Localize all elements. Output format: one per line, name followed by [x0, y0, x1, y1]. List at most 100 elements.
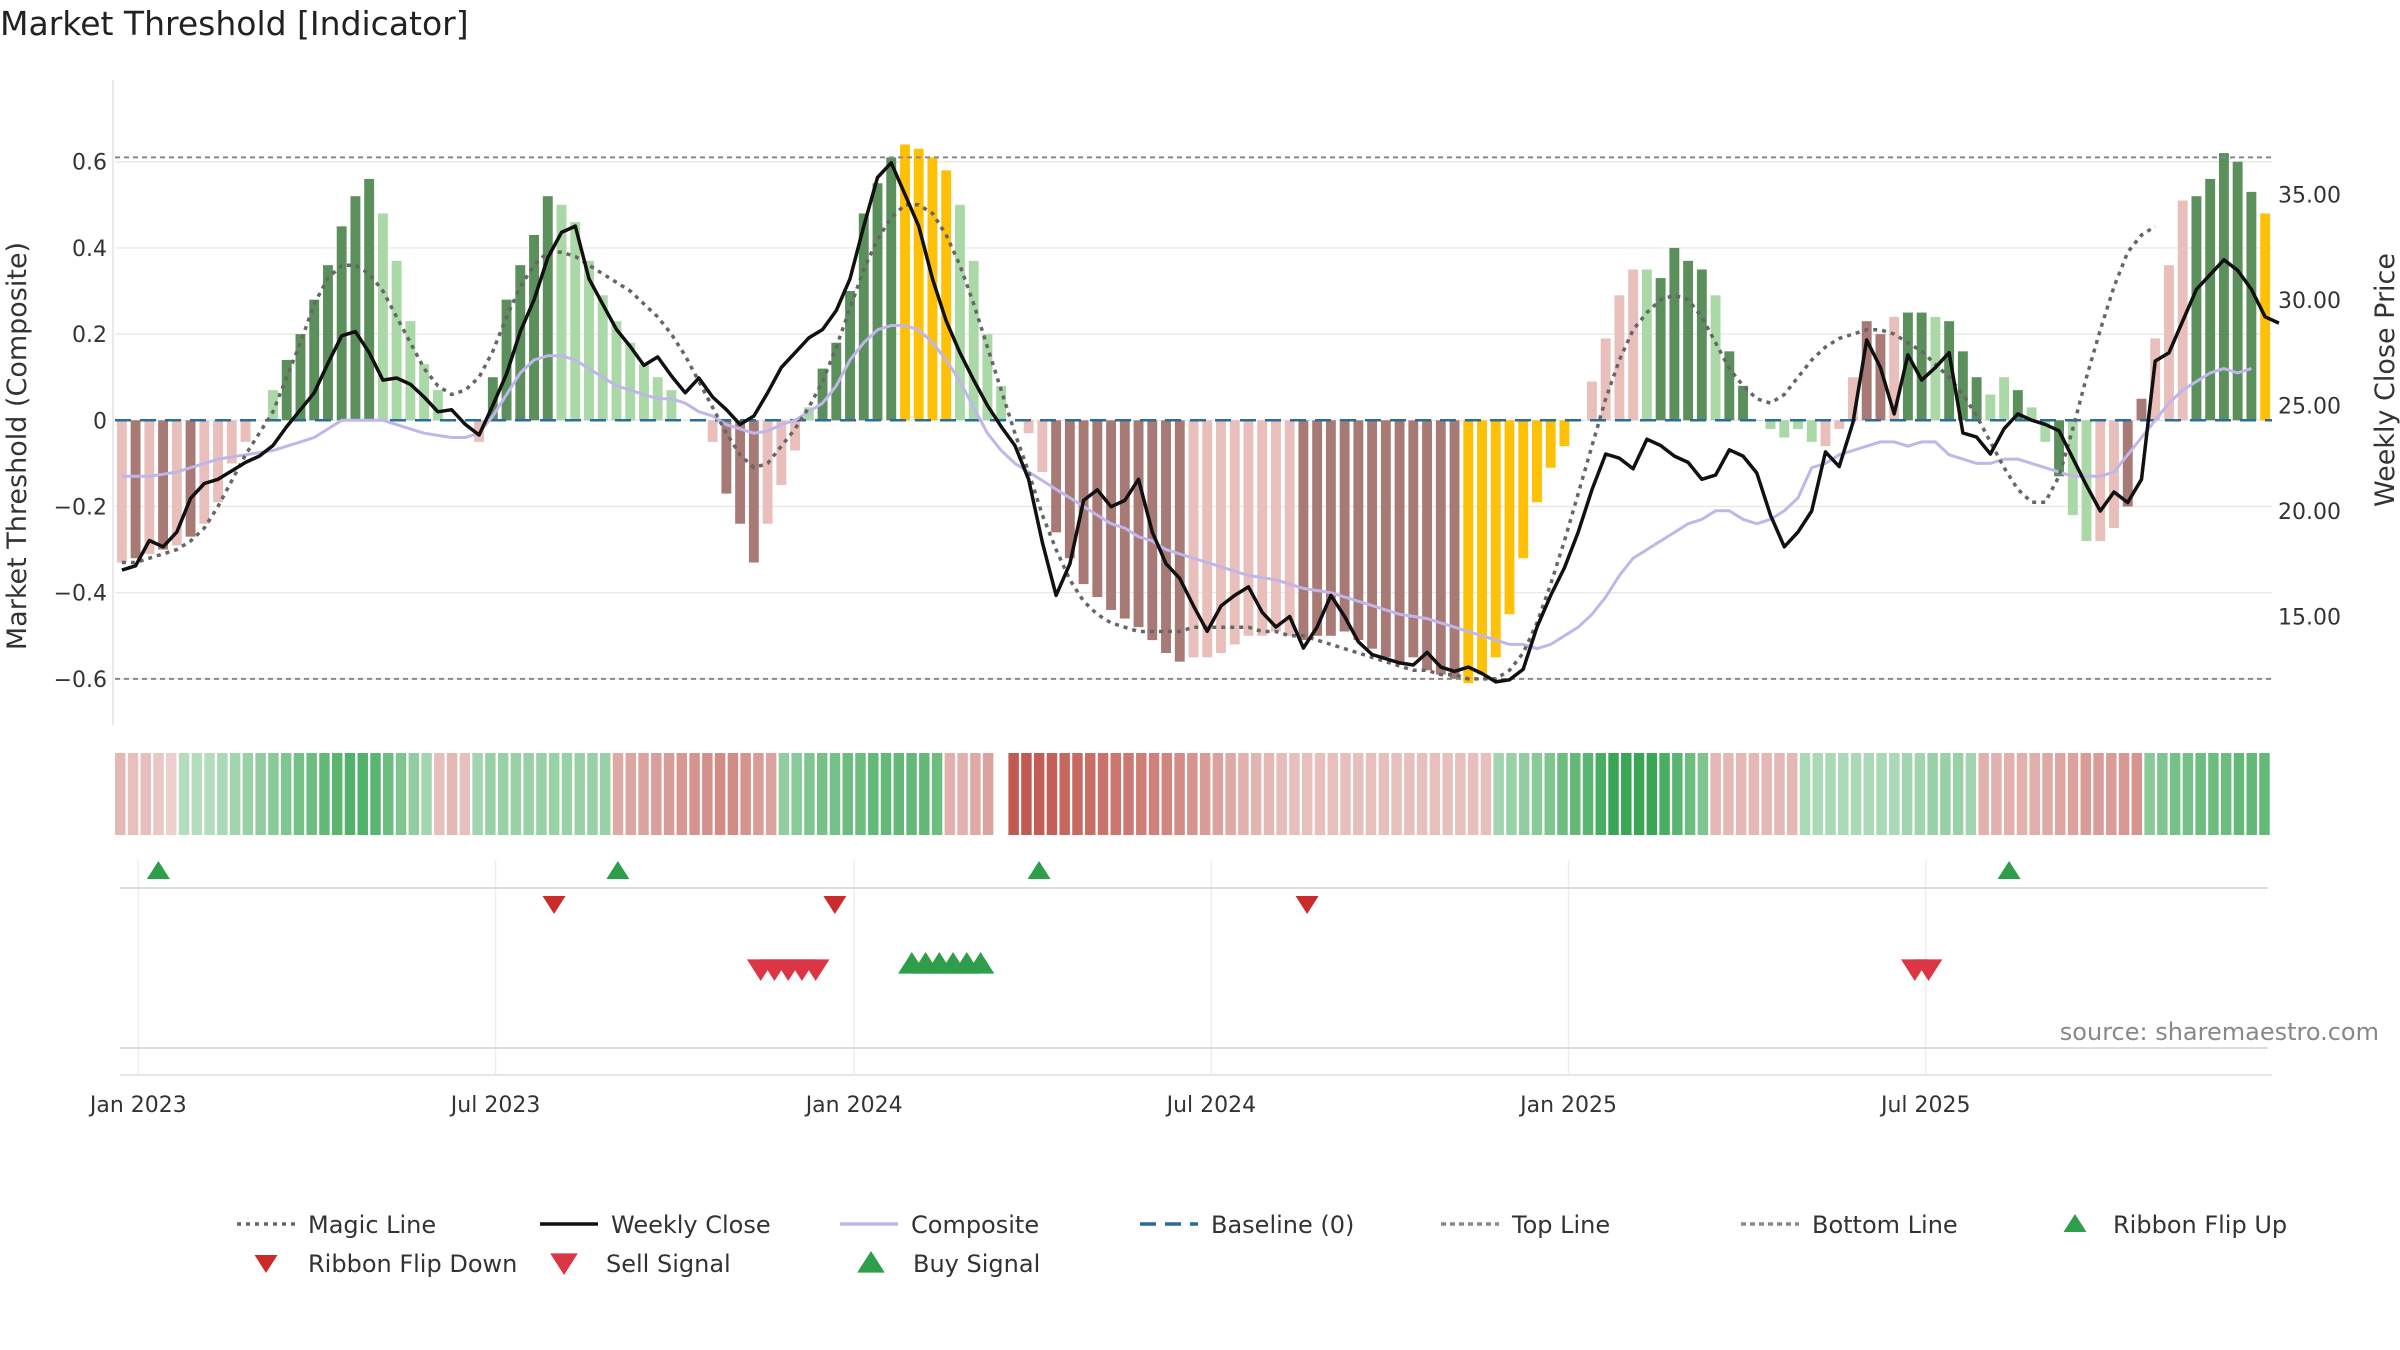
ribbon-cell: [1812, 753, 1823, 835]
composite-bar: [2177, 200, 2188, 421]
ribbon-cell: [1748, 753, 1760, 835]
ribbon-cell: [1046, 753, 1058, 835]
ribbon-cell: [1723, 753, 1734, 835]
ribbon-cell: [1799, 753, 1811, 835]
ribbon-cell: [1008, 753, 1019, 835]
ribbon-cell: [229, 753, 241, 835]
ribbon-cell: [2131, 753, 2143, 835]
composite-bar: [2150, 338, 2161, 421]
ribbon-cell: [140, 753, 151, 835]
ribbon-cell: [1263, 753, 1275, 835]
composite-bar: [2191, 196, 2202, 421]
composite-bar: [611, 321, 622, 421]
ribbon-cell: [1314, 753, 1326, 835]
composite-bar: [419, 364, 430, 421]
x-tick-label: Jan 2024: [804, 1093, 903, 1118]
composite-bar: [1064, 420, 1075, 559]
ribbon-cell: [2029, 753, 2040, 835]
composite-bar: [1243, 420, 1254, 636]
ribbon-cell: [1301, 753, 1313, 835]
ribbon-cell: [1914, 753, 1926, 835]
composite-bar: [2109, 420, 2119, 529]
y-right-tick-label: 25.00: [2278, 394, 2341, 419]
ribbon-cell: [2003, 753, 2015, 835]
composite-bar: [584, 260, 594, 421]
composite-bar: [1449, 420, 1460, 679]
composite-bar: [1504, 420, 1515, 615]
source-label: source: sharemaestro.com: [2060, 1018, 2379, 1046]
ribbon-cell: [1684, 753, 1696, 835]
composite-bar: [240, 420, 251, 442]
ribbon-flip-down-marker: [823, 896, 847, 914]
composite-bar: [1655, 278, 1666, 421]
composite-bar: [350, 196, 361, 421]
composite-bar: [1793, 420, 1803, 429]
ribbon-cell: [1174, 753, 1185, 835]
ribbon-flip-down-marker: [542, 896, 566, 914]
composite-bar: [2054, 420, 2064, 477]
ribbon-cell: [1148, 753, 1160, 835]
ribbon-cell: [459, 753, 471, 835]
composite-bar: [2095, 420, 2106, 541]
ribbon-cell: [395, 753, 407, 835]
ribbon-cell: [919, 753, 930, 835]
composite-bar: [913, 148, 924, 421]
ribbon-cell: [2106, 753, 2117, 835]
composite-bar: [295, 334, 306, 421]
buy-signal-marker: [966, 952, 995, 974]
ribbon-cell: [1901, 753, 1913, 835]
ribbon-cell: [1365, 753, 1377, 835]
ribbon-cell: [1952, 753, 1964, 835]
composite-bar: [199, 420, 210, 524]
composite-bar: [1092, 420, 1103, 598]
composite-bar: [2081, 420, 2092, 541]
composite-bar: [144, 420, 155, 554]
ribbon-cell: [1276, 753, 1287, 835]
composite-bar: [487, 377, 498, 421]
composite-bar: [1957, 351, 1968, 421]
y-left-tick-label: 0.6: [72, 151, 107, 176]
ribbon-cell: [1531, 753, 1543, 835]
composite-bar: [1463, 420, 1474, 684]
ribbon-cell: [1072, 753, 1083, 835]
composite-bar: [748, 420, 759, 563]
lines-layer: [115, 156, 2280, 684]
ribbon-cell: [166, 753, 177, 835]
composite-bar: [721, 420, 732, 494]
ribbon-cell: [1378, 753, 1390, 835]
ribbon-cell: [1544, 753, 1555, 835]
ribbon-cell: [804, 753, 815, 835]
composite-bar: [1435, 420, 1446, 675]
composite-bar: [776, 420, 787, 485]
composite-bar: [1985, 394, 1996, 421]
composite-bar: [2232, 161, 2243, 421]
ribbon-cell: [1136, 753, 1147, 835]
ribbon-cell: [1761, 753, 1772, 835]
ribbon-cell: [727, 753, 739, 835]
ribbon-cell: [676, 753, 688, 835]
ribbon-cell: [344, 753, 356, 835]
legend-label: Magic Line: [308, 1211, 436, 1239]
legend-label: Buy Signal: [913, 1250, 1040, 1278]
composite-bar: [1738, 385, 1749, 421]
ribbon-cell: [638, 753, 649, 835]
ribbon-cell: [191, 753, 203, 835]
composite-bar: [1532, 420, 1542, 503]
legend-label: Sell Signal: [606, 1250, 731, 1278]
ribbon-cell: [331, 753, 343, 835]
composite-bar: [1298, 420, 1309, 641]
ribbon-cell: [970, 753, 981, 835]
ribbon-cell: [1110, 753, 1122, 835]
ribbon-cell: [1876, 753, 1887, 835]
composite-bar: [1188, 420, 1199, 658]
composite-bar: [1765, 420, 1776, 429]
composite-bar: [1861, 321, 1872, 421]
legend-label: Weekly Close: [611, 1211, 771, 1239]
y-right-tick-label: 35.00: [2278, 183, 2341, 208]
ribbon-cell: [1646, 753, 1658, 835]
composite-bar: [735, 420, 746, 524]
ribbon-cell: [714, 753, 726, 835]
ribbon-cell: [383, 753, 394, 835]
ribbon-cell: [1621, 753, 1632, 835]
composite-bar: [941, 170, 952, 421]
